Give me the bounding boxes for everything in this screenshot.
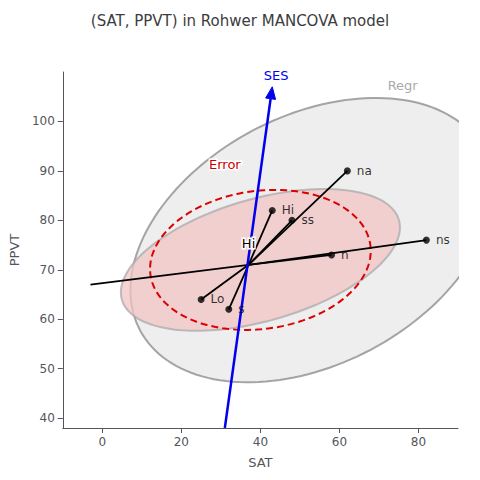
svg-text:Error: Error: [209, 157, 241, 172]
svg-text:(SAT, PPVT) in Rohwer MANCOVA: (SAT, PPVT) in Rohwer MANCOVA model: [91, 12, 389, 30]
svg-text:PPVT: PPVT: [7, 234, 22, 267]
svg-text:ss: ss: [302, 213, 315, 227]
svg-text:SES: SES: [264, 68, 289, 83]
svg-text:80: 80: [411, 435, 426, 449]
svg-text:Hi: Hi: [242, 236, 255, 251]
svg-text:20: 20: [174, 435, 189, 449]
svg-text:60: 60: [332, 435, 347, 449]
svg-text:0: 0: [99, 435, 107, 449]
svg-text:ns: ns: [436, 233, 450, 247]
svg-text:SAT: SAT: [248, 455, 272, 470]
svg-text:s: s: [238, 302, 244, 316]
svg-text:40: 40: [253, 435, 268, 449]
svg-text:Regr: Regr: [388, 78, 419, 93]
svg-text:Hi: Hi: [282, 203, 294, 217]
svg-text:na: na: [357, 164, 372, 178]
svg-text:Lo: Lo: [211, 292, 225, 306]
svg-text:50: 50: [40, 362, 55, 376]
svg-text:40: 40: [40, 411, 55, 425]
svg-text:60: 60: [40, 312, 55, 326]
svg-text:n: n: [341, 248, 349, 262]
svg-text:70: 70: [40, 263, 55, 277]
svg-text:90: 90: [40, 164, 55, 178]
svg-text:100: 100: [32, 114, 55, 128]
svg-text:80: 80: [40, 213, 55, 227]
